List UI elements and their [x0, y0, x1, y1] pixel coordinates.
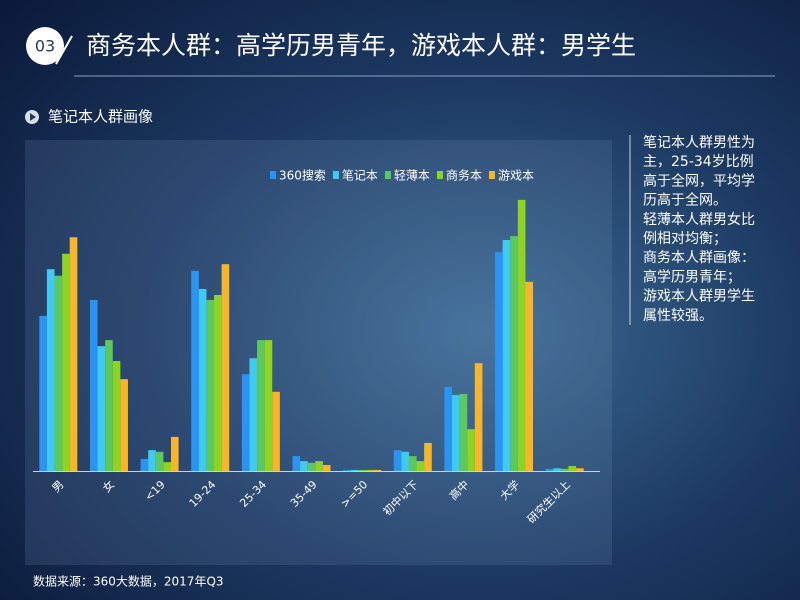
bar: [112, 361, 121, 471]
bar: [459, 394, 468, 471]
source: 数据来源：360大数据，2017年Q3: [33, 574, 224, 589]
section-title: 笔记本人群画像: [48, 108, 153, 126]
bar: [140, 458, 149, 471]
bar: [576, 468, 584, 471]
bar: [408, 456, 417, 471]
bar: [300, 461, 308, 471]
note-line: 笔记本人群男性为: [643, 135, 755, 151]
bar: [39, 315, 47, 471]
bar: [553, 468, 561, 471]
legend-swatch: [488, 171, 495, 179]
section-icon-arrow: [30, 113, 36, 121]
bar: [221, 264, 230, 471]
badge-slash: [55, 35, 73, 65]
bar: [214, 295, 222, 471]
bar: [452, 395, 460, 471]
bar: [257, 340, 265, 471]
bar: [343, 469, 351, 471]
note-line: 高于全网，平均学: [643, 172, 755, 189]
number-badge: [26, 27, 64, 65]
bar: [54, 275, 63, 471]
bar: [292, 456, 301, 471]
bar: [560, 468, 569, 471]
note-line: 游戏本人群男学生: [643, 289, 755, 305]
bar: [241, 374, 250, 471]
legend-swatch: [436, 171, 443, 179]
bar: [350, 469, 359, 471]
legend-swatch: [270, 171, 276, 179]
note-line: 历高于全网。: [643, 192, 727, 209]
legend-swatch: [384, 171, 391, 179]
bar: [69, 237, 78, 471]
bar: [272, 391, 280, 471]
bar: [163, 462, 171, 471]
bar: [401, 451, 409, 471]
note-line: 例相对均衡；: [643, 231, 727, 247]
bar: [424, 442, 432, 471]
bar: [206, 299, 215, 471]
legend-label: 轻薄本: [394, 168, 430, 183]
bar: [264, 340, 273, 471]
legend-label: 游戏本: [498, 169, 534, 183]
bar: [495, 252, 503, 471]
bar: [416, 461, 425, 471]
bar: [393, 450, 402, 471]
bar: [120, 379, 128, 471]
bar: [568, 466, 577, 471]
bar: [517, 199, 526, 471]
bar: [97, 346, 106, 471]
legend-label: 商务本: [446, 168, 482, 183]
bar: [525, 281, 534, 471]
bar: [444, 386, 453, 471]
bar: [191, 270, 199, 471]
bar: [315, 461, 323, 471]
bar: [105, 340, 113, 471]
legend-label: 笔记本: [342, 168, 378, 183]
bar: [358, 469, 366, 471]
legend-label: 360搜索: [279, 168, 326, 183]
slide-title: 商务本人群：高学历男青年，游戏本人群：男学生: [86, 31, 636, 60]
note-line: 商务本人群画像：: [643, 250, 755, 266]
number: 03: [35, 37, 55, 56]
bar: [322, 464, 331, 471]
bar: [198, 288, 207, 471]
note-line: 主，25-34岁比例: [643, 154, 754, 170]
bar: [474, 363, 483, 471]
bar: [502, 240, 511, 471]
bar: [148, 450, 156, 471]
note-line: 高学历男青年；: [643, 268, 741, 285]
bar: [46, 269, 55, 471]
note-line: 轻薄本人群男女比: [643, 211, 755, 228]
legend-swatch: [332, 171, 339, 179]
bar: [307, 462, 316, 471]
bar: [545, 468, 554, 471]
bar: [510, 236, 518, 471]
bar: [467, 429, 475, 471]
bar: [62, 253, 70, 471]
bar: [170, 436, 179, 471]
bar: [365, 469, 374, 471]
bar: [373, 469, 382, 471]
note-line: 属性较强。: [643, 308, 713, 324]
bar: [155, 451, 164, 471]
bar: [249, 358, 258, 471]
bar: [89, 299, 98, 471]
